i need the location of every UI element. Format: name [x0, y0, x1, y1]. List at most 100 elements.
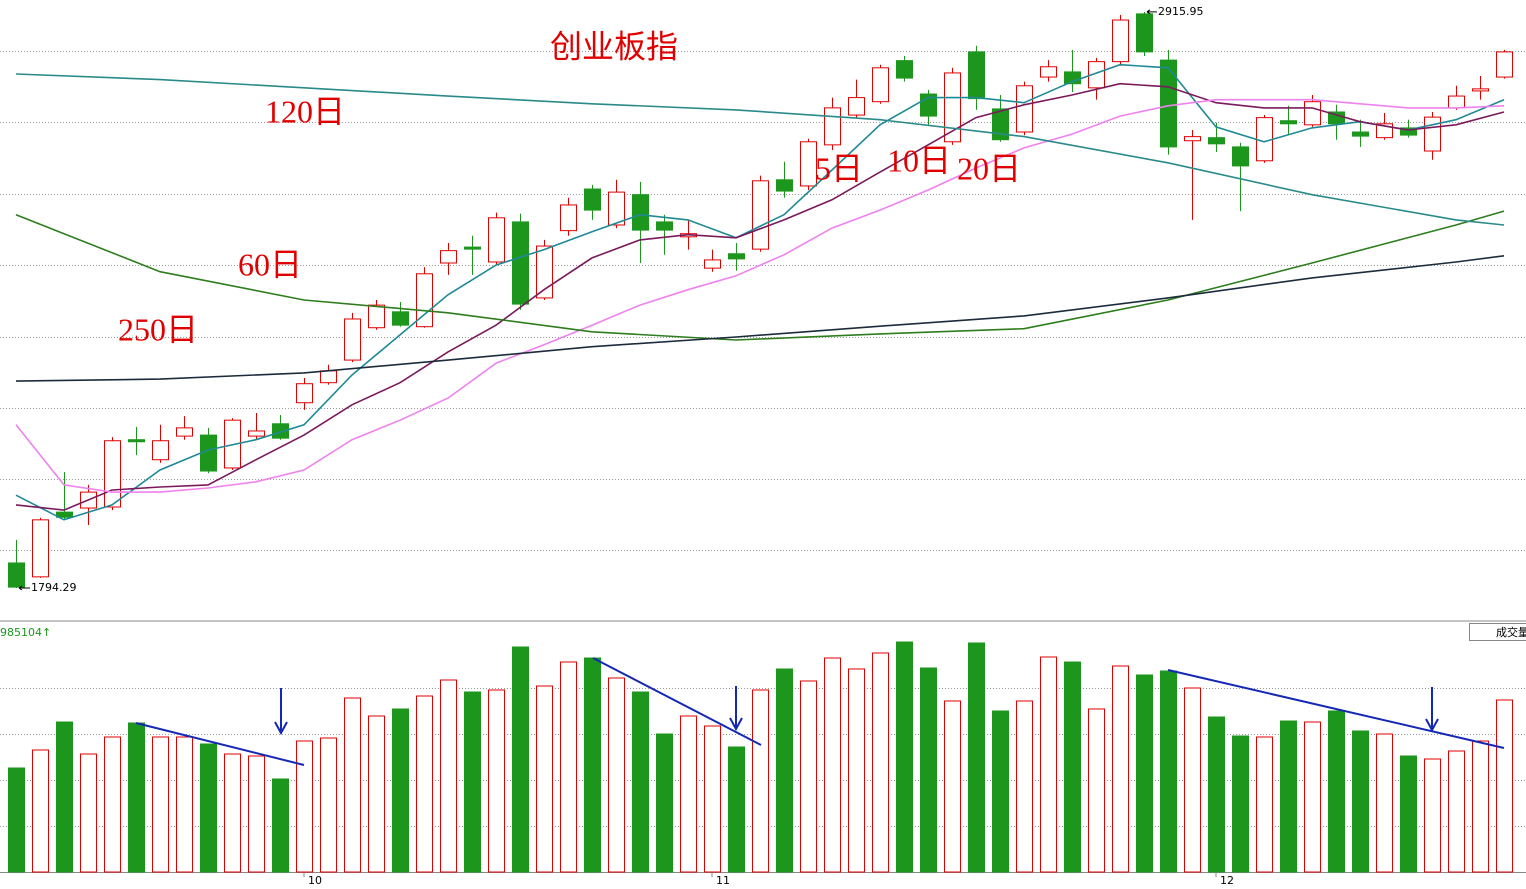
candle-body [1136, 13, 1153, 53]
ma-line [15, 82, 1505, 511]
volume-bar [1064, 661, 1081, 873]
trend-line [592, 657, 762, 746]
candle-body [944, 72, 961, 143]
volume-bar [1424, 758, 1441, 873]
candle-body [488, 217, 505, 263]
volume-bar [1088, 708, 1105, 873]
candle-body [8, 562, 25, 588]
ma-label: 5日 [815, 150, 863, 186]
candle-body [1088, 61, 1105, 89]
volume-bar [320, 737, 337, 873]
volume-bar [296, 740, 313, 873]
arrow [274, 688, 288, 736]
volume-bar [800, 680, 817, 873]
candle-body [1232, 146, 1249, 167]
volume-bar [824, 657, 841, 873]
ma-label: 10日 [887, 142, 951, 178]
candle-body [848, 97, 865, 116]
x-tick-label: 10 [308, 874, 322, 887]
volume-bar [632, 691, 649, 873]
candle-body [824, 107, 841, 146]
volume-bar [80, 753, 97, 873]
volume-bar [1472, 740, 1489, 873]
candle-body [176, 427, 193, 437]
candle-body [728, 253, 745, 260]
ma-line [15, 73, 1505, 226]
candle-body [272, 423, 289, 439]
volume-bar [992, 710, 1009, 873]
volume-bar [1232, 735, 1249, 873]
ma-line [15, 63, 1505, 521]
volume-bar [1448, 750, 1465, 873]
candle-body [1016, 85, 1033, 133]
volume-bar [1400, 755, 1417, 873]
candle-body [128, 439, 145, 443]
volume-bar [536, 685, 553, 873]
volume-bar [1496, 699, 1513, 873]
volume-bar [752, 689, 769, 873]
candle-body [1352, 131, 1369, 137]
volume-bar [176, 736, 193, 873]
min-pointer [18, 585, 30, 591]
volume-bar [1016, 700, 1033, 873]
candle-body [704, 259, 721, 269]
ma-line [15, 98, 1505, 493]
chart-title: 创业板指 [550, 28, 678, 64]
volume-bar [776, 668, 793, 873]
max-price-label: 2915.95 [1158, 5, 1204, 18]
volume-bar [944, 700, 961, 873]
volume-bar [848, 668, 865, 873]
volume-bar [584, 657, 601, 873]
candle-body [560, 204, 577, 232]
candle-body [344, 318, 361, 361]
candle-body [416, 273, 433, 328]
candle-body [248, 430, 265, 437]
volume-bar [872, 652, 889, 873]
candle-body [1472, 88, 1489, 92]
candle-body [632, 194, 649, 231]
candle-body [992, 108, 1009, 141]
volume-bar [8, 767, 25, 873]
volume-bar [272, 778, 289, 873]
candle-body [32, 519, 49, 578]
candle-body [1496, 51, 1513, 78]
marks: 10 11 12 [8, 11, 1513, 887]
volume-bar [1112, 665, 1129, 873]
volume-bar [1256, 736, 1273, 873]
ma-label: 60日 [238, 246, 302, 282]
candle-body [440, 250, 457, 264]
x-tick-label: 11 [716, 874, 730, 887]
volume-bar [1136, 674, 1153, 873]
volume-bar [920, 667, 937, 873]
candle-body [464, 246, 481, 250]
ma-label: 20日 [957, 150, 1021, 186]
volume-bar [392, 708, 409, 873]
volume-bar [680, 715, 697, 873]
volume-bar [128, 722, 145, 873]
volume-bar [1376, 733, 1393, 873]
candle-body [800, 141, 817, 187]
volume-bar [560, 661, 577, 873]
candle-body [392, 311, 409, 326]
volume-bar [56, 721, 73, 873]
volume-title-box [1469, 623, 1526, 641]
candle-body [776, 179, 793, 192]
candle-body [152, 440, 169, 461]
volume-bar [200, 743, 217, 873]
volume-bar [1352, 730, 1369, 873]
candle-body [536, 245, 553, 299]
volume-bar [1208, 716, 1225, 873]
candle-body [368, 304, 385, 329]
candle-body [1064, 71, 1081, 85]
candle-body [1184, 136, 1201, 142]
volume-bar [104, 736, 121, 873]
volume-bar [440, 679, 457, 873]
volume-trend-annotations [135, 657, 1505, 766]
candle-body [1304, 101, 1321, 126]
x-tick-label: 12 [1220, 874, 1234, 887]
volume-bar [728, 746, 745, 873]
volume-bar [464, 691, 481, 873]
candle-body [1208, 137, 1225, 145]
